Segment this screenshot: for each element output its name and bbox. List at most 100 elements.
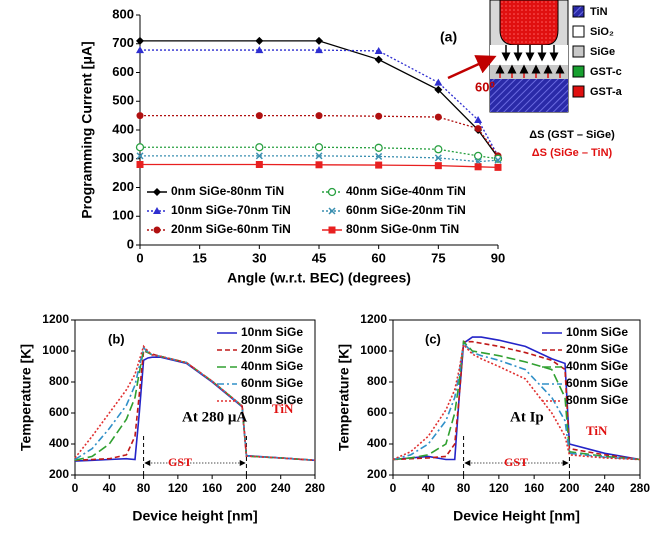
marker bbox=[474, 163, 482, 171]
marker bbox=[374, 143, 383, 152]
legend-label: 20nm SiGe bbox=[566, 342, 628, 356]
marker bbox=[255, 46, 264, 54]
x-tick-label: 40 bbox=[422, 481, 436, 495]
inset-diagram bbox=[447, 0, 569, 113]
marker bbox=[375, 112, 383, 120]
legend-marker bbox=[153, 188, 161, 196]
annotation: (a) bbox=[440, 29, 457, 45]
marker bbox=[255, 36, 264, 45]
x-tick-label: 160 bbox=[202, 481, 222, 495]
series-line bbox=[140, 49, 499, 157]
chart-panel: 0 100 200 300 400 500 600 700 800 0 15 30 45 60 75 90 Pr… bbox=[79, 5, 623, 286]
marker bbox=[434, 78, 443, 86]
marker bbox=[473, 151, 483, 161]
y-tick-label: 800 bbox=[367, 374, 387, 388]
series-line bbox=[74, 344, 316, 462]
y-tick-label: 1000 bbox=[360, 343, 387, 357]
marker bbox=[136, 161, 144, 168]
inset-label: SiGe bbox=[590, 46, 615, 58]
x-tick-label: 120 bbox=[168, 481, 188, 495]
x-tick-label: 240 bbox=[595, 481, 615, 495]
x-tick-label: 45 bbox=[312, 250, 326, 265]
x-tick-label: 280 bbox=[305, 481, 325, 495]
legend-label: 20nm SiGe bbox=[241, 342, 303, 356]
series-line bbox=[140, 40, 499, 158]
marker bbox=[374, 55, 383, 64]
y-tick-label: 600 bbox=[49, 405, 69, 419]
chart-panel: 200 400 600 800 1000 1200 0 40 80 120 160 200 240 280… bbox=[336, 312, 651, 524]
annotation: TiN bbox=[272, 401, 294, 416]
annotation: GST bbox=[504, 455, 528, 469]
marker bbox=[434, 145, 443, 154]
inset-swatch bbox=[572, 25, 585, 38]
y-tick-label: 500 bbox=[112, 93, 134, 108]
legend-label: 80nm SiGe bbox=[241, 393, 303, 407]
legend-label: 10nm SiGe bbox=[566, 325, 628, 339]
inset-label: GST-a bbox=[590, 86, 623, 98]
y-tick-label: 200 bbox=[367, 467, 387, 481]
legend-label: 40nm SiGe bbox=[241, 359, 303, 373]
legend-marker bbox=[328, 207, 336, 215]
chart-panel: 200 400 600 800 1000 1200 0 40 80 120 160 200 240 280… bbox=[18, 312, 326, 524]
y-tick-label: 800 bbox=[49, 374, 69, 388]
marker bbox=[374, 46, 383, 54]
marker bbox=[135, 143, 145, 152]
y-tick-label: 700 bbox=[112, 35, 134, 50]
marker bbox=[375, 161, 383, 169]
annotation: (c) bbox=[425, 331, 441, 346]
annotation: ΔS (SiGe – TiN) bbox=[532, 147, 613, 159]
annotation: GST bbox=[168, 455, 192, 469]
series-line bbox=[392, 339, 641, 461]
y-tick-label: 300 bbox=[112, 150, 134, 165]
series-line bbox=[392, 343, 641, 461]
inset-label: SiO₂ bbox=[590, 26, 614, 38]
annotation: At Ip bbox=[510, 409, 544, 425]
x-tick-label: 0 bbox=[72, 481, 79, 495]
marker bbox=[255, 143, 264, 152]
x-axis-label: Device height [nm] bbox=[132, 508, 257, 524]
legend-label: 40nm SiGe-40nm TiN bbox=[346, 184, 466, 198]
marker bbox=[314, 143, 324, 152]
inset-swatch bbox=[572, 45, 585, 58]
inset-swatch bbox=[572, 5, 585, 18]
x-axis-label: Device Height [nm] bbox=[453, 508, 580, 524]
marker bbox=[315, 112, 323, 120]
series-line bbox=[392, 341, 641, 461]
legend-label: 0nm SiGe-80nm TiN bbox=[171, 184, 284, 198]
legend-label: 10nm SiGe-70nm TiN bbox=[171, 203, 291, 217]
marker bbox=[255, 152, 263, 160]
marker bbox=[434, 162, 442, 170]
marker bbox=[375, 152, 383, 160]
plot-frame bbox=[74, 319, 316, 476]
x-axis-label: Angle (w.r.t. BEC) (degrees) bbox=[227, 270, 411, 286]
y-tick-label: 200 bbox=[112, 179, 134, 194]
y-tick-label: 400 bbox=[112, 121, 134, 136]
marker bbox=[315, 46, 323, 54]
legend-label: 80nm SiGe bbox=[566, 393, 628, 407]
y-tick-label: 200 bbox=[49, 467, 69, 481]
legend-marker bbox=[153, 226, 161, 234]
legend-marker bbox=[327, 187, 337, 197]
x-tick-label: 200 bbox=[559, 481, 579, 495]
x-tick-label: 75 bbox=[431, 250, 445, 265]
y-axis-label: Temperature [K] bbox=[336, 344, 352, 451]
y-axis-label: Programming Current [μA] bbox=[79, 41, 95, 218]
annotation: At 280 μA bbox=[182, 409, 247, 425]
x-tick-label: 40 bbox=[103, 481, 117, 495]
x-tick-label: 0 bbox=[390, 481, 397, 495]
legend-marker bbox=[153, 207, 161, 214]
legend-label: 20nm SiGe-60nm TiN bbox=[171, 222, 291, 236]
marker bbox=[315, 36, 323, 45]
marker bbox=[494, 156, 502, 164]
marker bbox=[255, 112, 263, 120]
x-tick-label: 160 bbox=[524, 481, 544, 495]
annotation: TiN bbox=[586, 423, 608, 438]
legend-label: 40nm SiGe bbox=[566, 359, 628, 373]
x-tick-label: 60 bbox=[371, 250, 385, 265]
legend-label: 60nm SiGe-20nm TiN bbox=[346, 203, 466, 217]
inset-swatch bbox=[572, 65, 585, 78]
inset-label: GST-c bbox=[590, 66, 622, 78]
annotation: (b) bbox=[108, 331, 125, 346]
y-tick-label: 800 bbox=[112, 6, 134, 21]
marker bbox=[434, 85, 443, 94]
